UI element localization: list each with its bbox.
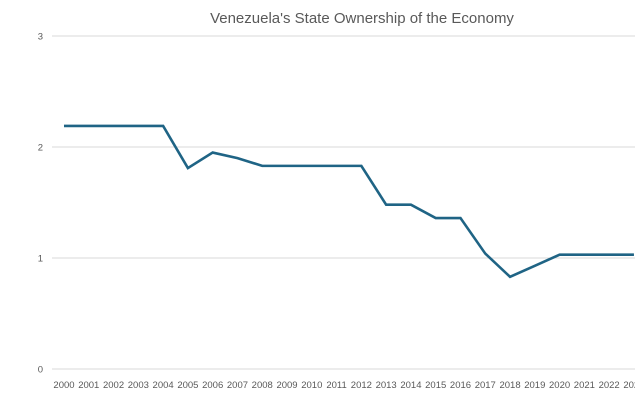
x-tick-label: 2010 <box>301 380 322 391</box>
x-tick-label: 2002 <box>103 380 124 391</box>
x-tick-label: 2008 <box>252 380 273 391</box>
x-tick-label: 2003 <box>128 380 149 391</box>
x-tick-label: 2006 <box>202 380 223 391</box>
x-tick-label: 2022 <box>599 380 620 391</box>
y-tick-label: 0 <box>38 365 43 376</box>
x-tick-label: 2019 <box>524 380 545 391</box>
x-tick-label: 2014 <box>400 380 421 391</box>
x-tick-label: 2017 <box>475 380 496 391</box>
x-tick-label: 2021 <box>574 380 595 391</box>
x-tick-label: 2013 <box>376 380 397 391</box>
x-tick-label: 2015 <box>425 380 446 391</box>
x-tick-label: 2018 <box>499 380 520 391</box>
y-tick-label: 3 <box>38 32 43 43</box>
x-axis-ticks: 2000 2001 2002 2003 2004 2005 2006 2007 2008 2009… <box>53 380 635 391</box>
x-tick-label: 2012 <box>351 380 372 391</box>
x-tick-label: 2005 <box>177 380 198 391</box>
x-tick-label: 2000 <box>53 380 74 391</box>
x-tick-label: 2023 <box>623 380 635 391</box>
x-tick-label: 2009 <box>276 380 297 391</box>
series-line <box>64 124 634 279</box>
x-tick-label: 2004 <box>153 380 174 391</box>
x-tick-label: 2020 <box>549 380 570 391</box>
y-tick-label: 1 <box>38 254 43 265</box>
y-axis-ticks: 0 1 2 3 <box>38 32 43 376</box>
x-tick-label: 2001 <box>78 380 99 391</box>
x-tick-label: 2011 <box>326 380 346 391</box>
y-tick-label: 2 <box>38 143 43 154</box>
chart-title: Venezuela's State Ownership of the Econo… <box>210 10 514 27</box>
gridlines <box>52 35 635 370</box>
x-tick-label: 2016 <box>450 380 471 391</box>
series-group <box>63 124 635 279</box>
x-tick-label: 2007 <box>227 380 248 391</box>
